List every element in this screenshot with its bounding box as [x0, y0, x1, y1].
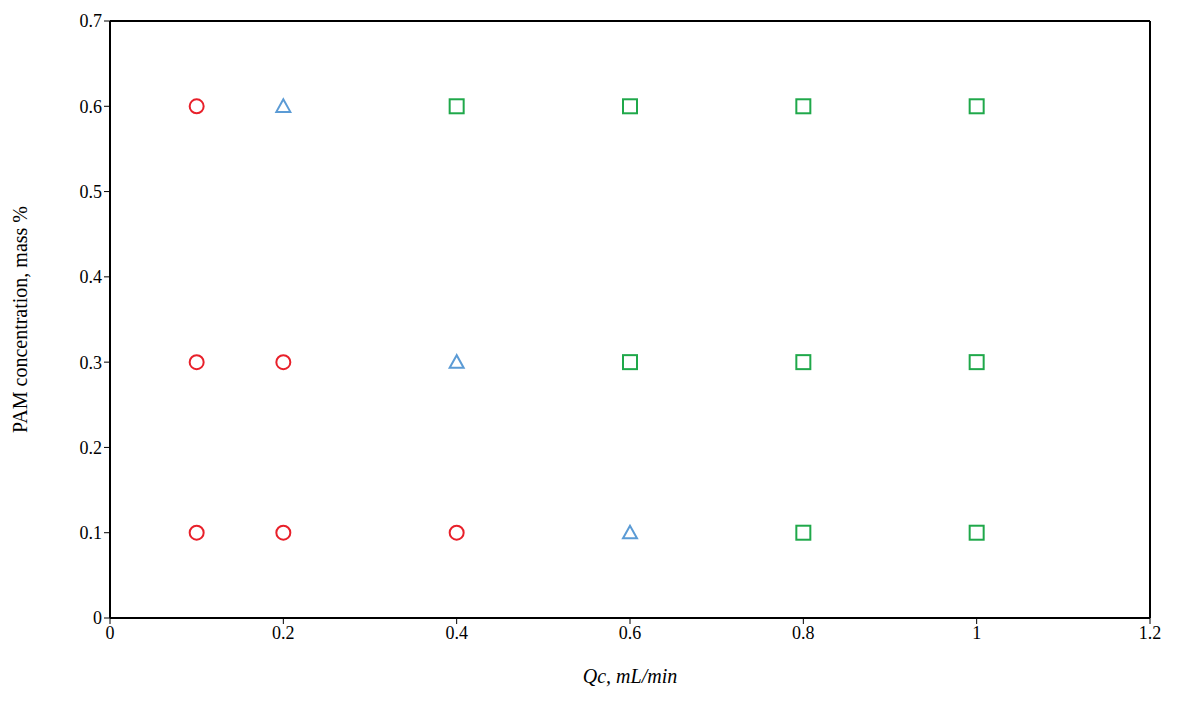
svg-text:PAM concentration, mass %: PAM concentration, mass %: [9, 206, 31, 433]
svg-text:0.5: 0.5: [80, 182, 103, 202]
svg-text:0.4: 0.4: [445, 623, 468, 643]
svg-text:0: 0: [106, 623, 115, 643]
svg-text:0.6: 0.6: [80, 97, 103, 117]
svg-text:1: 1: [972, 623, 981, 643]
svg-text:1.2: 1.2: [1139, 623, 1162, 643]
svg-text:0.4: 0.4: [80, 267, 103, 287]
svg-text:0: 0: [93, 608, 102, 628]
svg-text:0.2: 0.2: [80, 438, 103, 458]
svg-text:0.2: 0.2: [272, 623, 295, 643]
svg-text:0.1: 0.1: [80, 523, 103, 543]
svg-text:0.6: 0.6: [619, 623, 642, 643]
svg-text:Qc, mL/min: Qc, mL/min: [583, 665, 677, 687]
svg-text:0.3: 0.3: [80, 353, 103, 373]
svg-text:0.8: 0.8: [792, 623, 815, 643]
svg-text:0.7: 0.7: [80, 11, 103, 31]
